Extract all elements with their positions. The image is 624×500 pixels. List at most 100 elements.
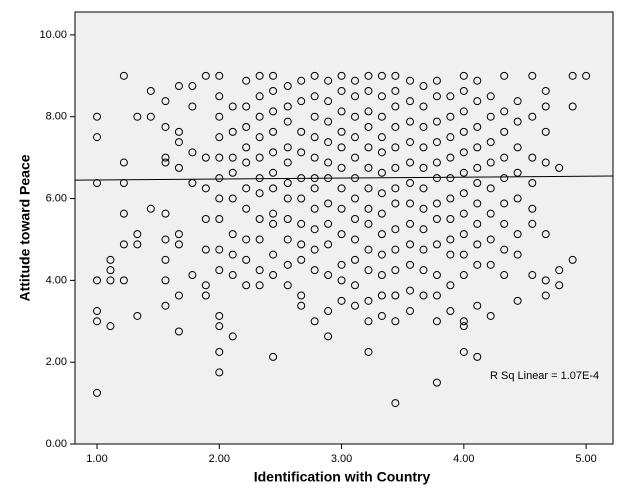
- point: [283, 82, 292, 91]
- point: [93, 112, 102, 121]
- point: [406, 97, 415, 106]
- point: [419, 204, 428, 213]
- point: [446, 235, 455, 244]
- point: [406, 138, 415, 147]
- point: [364, 163, 373, 172]
- point: [555, 281, 564, 290]
- point: [419, 245, 428, 254]
- point: [337, 71, 346, 80]
- point: [269, 71, 278, 80]
- point: [528, 112, 537, 121]
- point: [269, 127, 278, 136]
- point: [528, 204, 537, 213]
- point: [242, 235, 251, 244]
- point: [324, 138, 333, 147]
- point: [93, 317, 102, 326]
- point: [555, 266, 564, 275]
- point: [500, 107, 509, 116]
- point: [473, 301, 482, 310]
- point: [255, 189, 264, 198]
- point: [391, 143, 400, 152]
- point: [228, 271, 237, 280]
- point: [541, 127, 550, 136]
- point: [364, 143, 373, 152]
- point: [555, 163, 564, 172]
- point: [500, 127, 509, 136]
- point: [377, 291, 386, 300]
- point: [513, 230, 522, 239]
- point: [201, 184, 210, 193]
- point: [161, 97, 170, 106]
- point: [93, 276, 102, 285]
- point: [324, 76, 333, 85]
- point: [432, 291, 441, 300]
- point: [446, 281, 455, 290]
- point: [106, 255, 115, 264]
- point: [528, 179, 537, 187]
- point: [242, 76, 251, 85]
- point: [364, 266, 373, 275]
- point: [377, 71, 386, 80]
- point: [473, 219, 482, 228]
- point: [446, 174, 455, 183]
- point: [432, 240, 441, 249]
- point: [215, 215, 224, 223]
- point: [459, 250, 468, 259]
- point: [541, 230, 550, 239]
- point: [161, 276, 170, 285]
- point: [541, 86, 550, 95]
- point: [93, 388, 102, 397]
- point: [391, 199, 400, 208]
- point: [297, 301, 306, 310]
- point: [351, 92, 360, 101]
- point: [133, 240, 142, 249]
- point: [255, 71, 264, 80]
- point: [541, 158, 550, 167]
- point: [446, 307, 455, 316]
- point: [391, 102, 400, 111]
- point: [269, 107, 278, 116]
- point: [283, 117, 292, 126]
- point: [473, 260, 482, 269]
- point: [446, 250, 455, 259]
- point: [337, 86, 346, 95]
- point: [174, 163, 183, 172]
- point: [119, 276, 128, 285]
- point: [391, 122, 400, 131]
- point: [419, 163, 428, 172]
- point: [188, 102, 197, 111]
- x-axis-label: Identification with Country: [254, 469, 431, 485]
- point: [446, 194, 455, 203]
- point: [364, 184, 373, 193]
- point: [310, 266, 319, 275]
- point: [255, 266, 264, 275]
- point: [391, 291, 400, 300]
- point: [228, 153, 237, 162]
- point: [459, 322, 468, 331]
- point: [406, 307, 415, 316]
- point: [391, 184, 400, 193]
- point: [201, 153, 210, 162]
- point: [500, 245, 509, 254]
- point: [255, 215, 264, 223]
- point: [432, 174, 441, 183]
- point: [297, 148, 306, 157]
- point: [310, 92, 319, 101]
- point: [269, 219, 278, 228]
- point: [432, 138, 441, 147]
- point: [133, 112, 142, 121]
- point: [486, 112, 495, 121]
- point: [459, 127, 468, 136]
- point: [459, 271, 468, 280]
- point: [255, 112, 264, 121]
- point: [269, 271, 278, 280]
- point: [377, 230, 386, 239]
- point: [337, 107, 346, 116]
- y-tick-label: 6.00: [46, 192, 67, 204]
- point: [406, 240, 415, 249]
- point: [473, 97, 482, 106]
- point: [528, 153, 537, 162]
- point: [432, 117, 441, 126]
- point: [377, 209, 386, 218]
- point: [351, 133, 360, 142]
